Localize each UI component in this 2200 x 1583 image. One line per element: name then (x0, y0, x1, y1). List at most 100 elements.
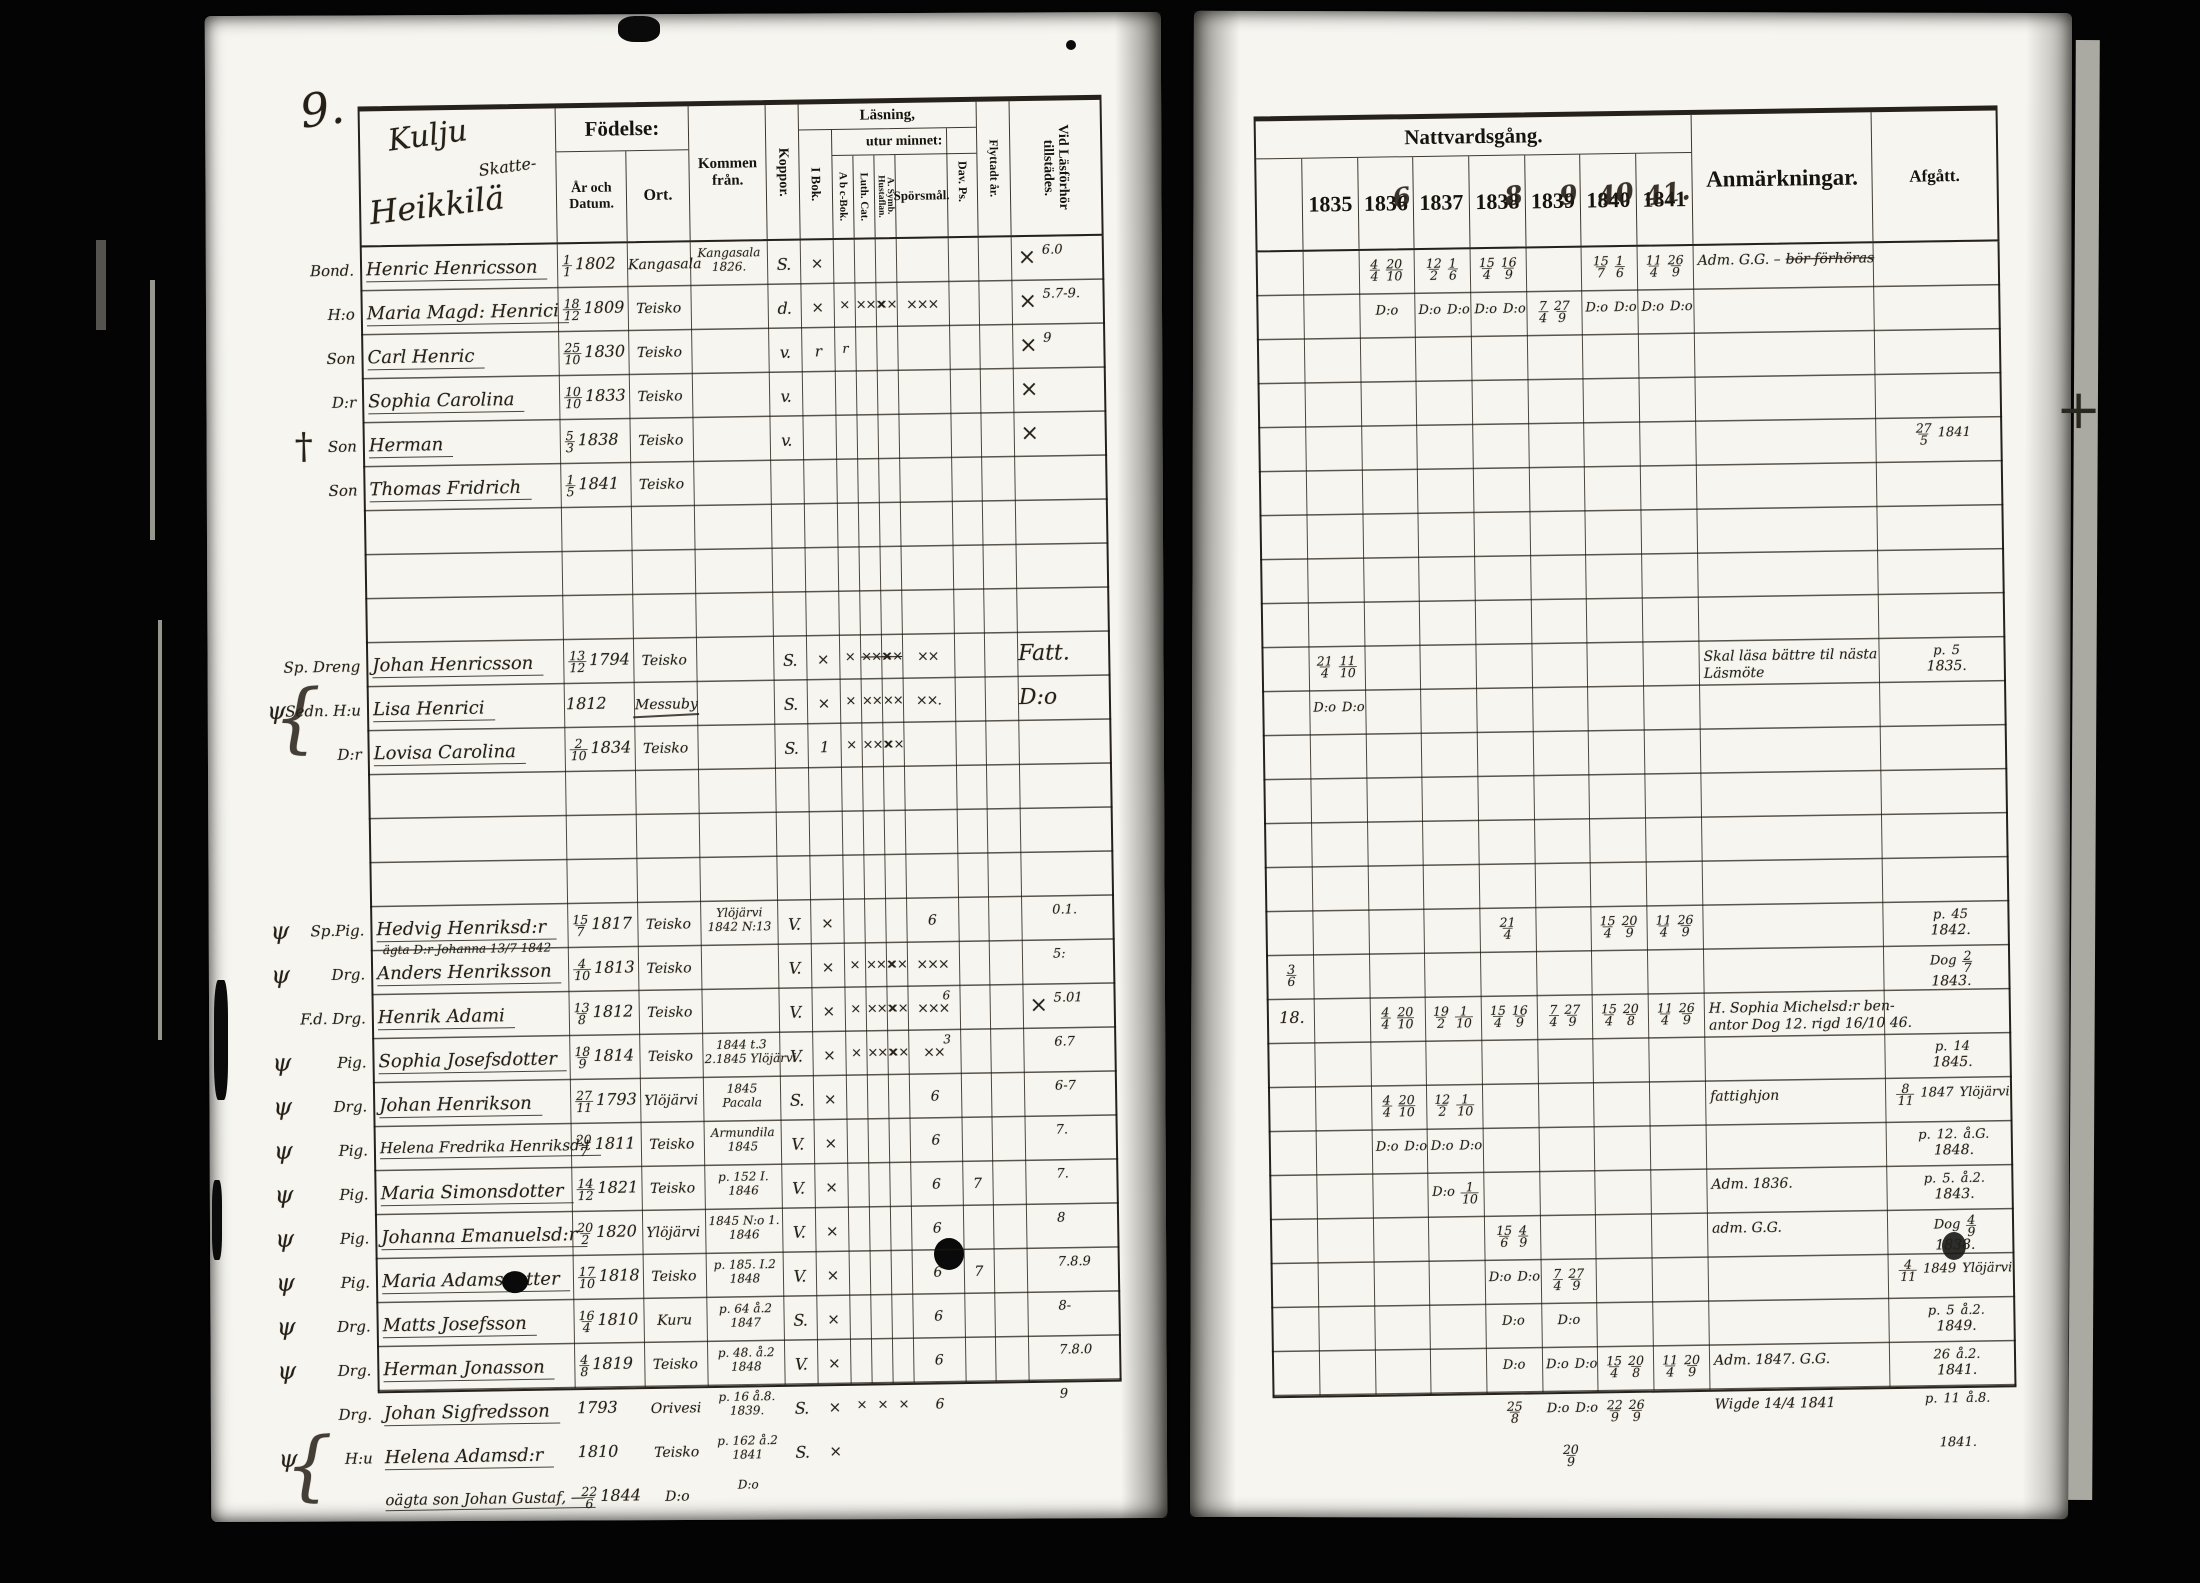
farm-name-2: Heikkilä (367, 178, 507, 233)
i-bok-cell: × (822, 1002, 835, 1021)
psi-mark: ψ (277, 1356, 297, 1385)
symb-cell: ×× (887, 1000, 908, 1017)
luth-cat-cell: ××× (865, 957, 896, 973)
name-cell: Maria Adamsdotter (381, 1268, 572, 1295)
communion-1839-cell: 7 4 27 9 (1538, 1002, 1591, 1030)
anmarkning-cell: Adm. 1836. (1711, 1173, 1883, 1194)
abc-bok-cell: r (842, 341, 848, 357)
afgatt-cell: p. 12. å.G. 1848. (1889, 1125, 2019, 1159)
ditto-or-text: D:o (1474, 301, 1498, 318)
communion-1837-cell: 12 2 1 10 (1427, 1091, 1481, 1119)
kommen-fran-line: 1842 N:13 (707, 919, 772, 935)
koppor-cell: S. (789, 1090, 804, 1110)
birth-place-cell: Ylöjärvi (646, 1224, 701, 1242)
birth-place-cell: D:o (665, 1488, 690, 1505)
date-fraction: 26 9 (1677, 912, 1694, 940)
communion-1837-cell: D:o D:o (1415, 301, 1469, 318)
date-fraction: 17 10 (577, 1263, 597, 1292)
anmarkning-text: Wigde 14/4 1841 (1714, 1394, 1836, 1413)
date-fraction: 16 9 (1500, 254, 1517, 282)
abc-bok-cell: × (849, 957, 860, 973)
birth-year: 1818 (598, 1265, 640, 1285)
abc-bok-cell: × (850, 1001, 861, 1017)
date-fraction: 22 6 (581, 1483, 598, 1512)
vid-lasforhor-note: 6.0 (1041, 242, 1063, 258)
ditto-or-text: D:o (1574, 1356, 1598, 1372)
kommen-fran-line: 1826. (711, 259, 747, 274)
ditto-or-text: D:o (1432, 1185, 1456, 1201)
person-name: Johanna Emanuelsd:r (381, 1224, 588, 1251)
scan-edge-streak (150, 280, 155, 540)
row-role-label: Pig. (340, 1273, 371, 1292)
birth-date-cell: 4 8 1819 (576, 1352, 642, 1379)
row-role-label: Pig. (337, 1053, 367, 1072)
afgatt-cell: p. 11 å.8. (1893, 1389, 2023, 1407)
communion-1836-cell: 4 4 20 10 (1372, 1092, 1425, 1120)
communion-1837-cell: 12 2 1 6 (1415, 255, 1469, 283)
luth-cat-cell: ××× (867, 1045, 898, 1061)
year-hand-overlay: 40 (1595, 177, 1636, 213)
date-fraction: 27 5 (1915, 420, 1932, 448)
name-cell: Henrik Adami (377, 1004, 568, 1031)
ditto-or-text: D:o (1546, 1400, 1570, 1417)
vid-lasforhor-mark: Fatt. (1018, 640, 1070, 667)
ditto-or-text: å.G. (1963, 1126, 1990, 1143)
kommen-fran-line: Armundila (710, 1125, 775, 1141)
row-role-label: F.d. Drg. (300, 1009, 366, 1029)
right-table-header: Nattvardsgång. 1835 1836 6 1837 1838 8 1839 9 18… (1253, 105, 2000, 253)
anmarkning-text: Adm. G.G. – (1697, 251, 1781, 269)
strike-scribble (633, 713, 700, 719)
row-role-label: Bond. (309, 261, 355, 281)
date-fraction: 11 10 (1338, 652, 1357, 681)
vid-lasforhor-note: 0.1. (1052, 902, 1078, 918)
vid-lasforhor-note: 6.7 (1054, 1034, 1076, 1050)
sporsmal-cell: 6 (934, 1308, 943, 1325)
sporsmal-cell: 6 (932, 1220, 941, 1237)
birth-place-cell: Teisko (636, 344, 683, 362)
birth-year: 1838 (577, 429, 619, 450)
communion-1835-cell: D:o D:o (1310, 699, 1364, 716)
i-bok-cell: × (824, 1134, 837, 1153)
kommen-fran-cell: p. 185. I.2 1848 (708, 1257, 782, 1286)
row-role-label: Pig. (338, 1141, 369, 1160)
koppor-cell: S. (782, 650, 797, 670)
ditto-or-text: D:o (1418, 302, 1442, 319)
kommen-fran-line: 1845 (727, 1139, 759, 1154)
name-cell: oägta son Johan Gustaf, — (385, 1487, 596, 1512)
communion-1838-cell: D:o (1486, 1312, 1540, 1329)
ditto-or-text: D:o (1641, 299, 1665, 315)
birth-place-cell: Teisko (642, 740, 689, 758)
ditto-or-text: D:o (1404, 1138, 1428, 1155)
birth-year: 1819 (592, 1353, 634, 1374)
koppor-cell: v. (780, 386, 791, 406)
birth-year: 1794 (589, 649, 631, 670)
sporsmal-cell: 6 (933, 1264, 942, 1281)
communion-1840-cell: 15 7 1 6 (1582, 253, 1636, 280)
birth-date-cell: 18 12 1809 (560, 296, 626, 323)
date-fraction: 11 4 (1655, 912, 1672, 940)
koppor-cell: V. (788, 958, 801, 978)
ditto-or-text: p. (1923, 1171, 1937, 1187)
symb-cell: ×× (886, 956, 907, 973)
kommen-fran-cell: 1845 N:o 1. 1846 (707, 1213, 781, 1242)
date-fraction: 20 8 (1622, 1000, 1639, 1029)
kommen-fran-cell: p. 152 I. 1846 (706, 1169, 780, 1198)
ditto-or-text: D:o (1545, 1356, 1569, 1373)
scan-speckle (212, 1180, 222, 1260)
birth-year: 1793 (595, 1089, 637, 1110)
date-fraction: 25 8 (1506, 1398, 1523, 1426)
vid-lasforhor-note: 5: (1052, 946, 1066, 962)
name-cell: Johanna Emanuelsd:r (381, 1224, 588, 1251)
luth-cat-cell: ××× (862, 737, 893, 753)
luth-cat-cell: ××× (866, 1001, 897, 1017)
ditto-or-text: p. (1924, 1391, 1938, 1407)
ditto-or-text: å.2. (1960, 1302, 1985, 1319)
birth-year: 1810 (577, 1441, 619, 1462)
anmarkning-text: Skal läsa bättre til nästa (1703, 646, 1878, 665)
header-symb-hustaflan: A. Symb. Hustaflan. (873, 155, 896, 238)
ditto-or-text: p. (1927, 1303, 1941, 1319)
